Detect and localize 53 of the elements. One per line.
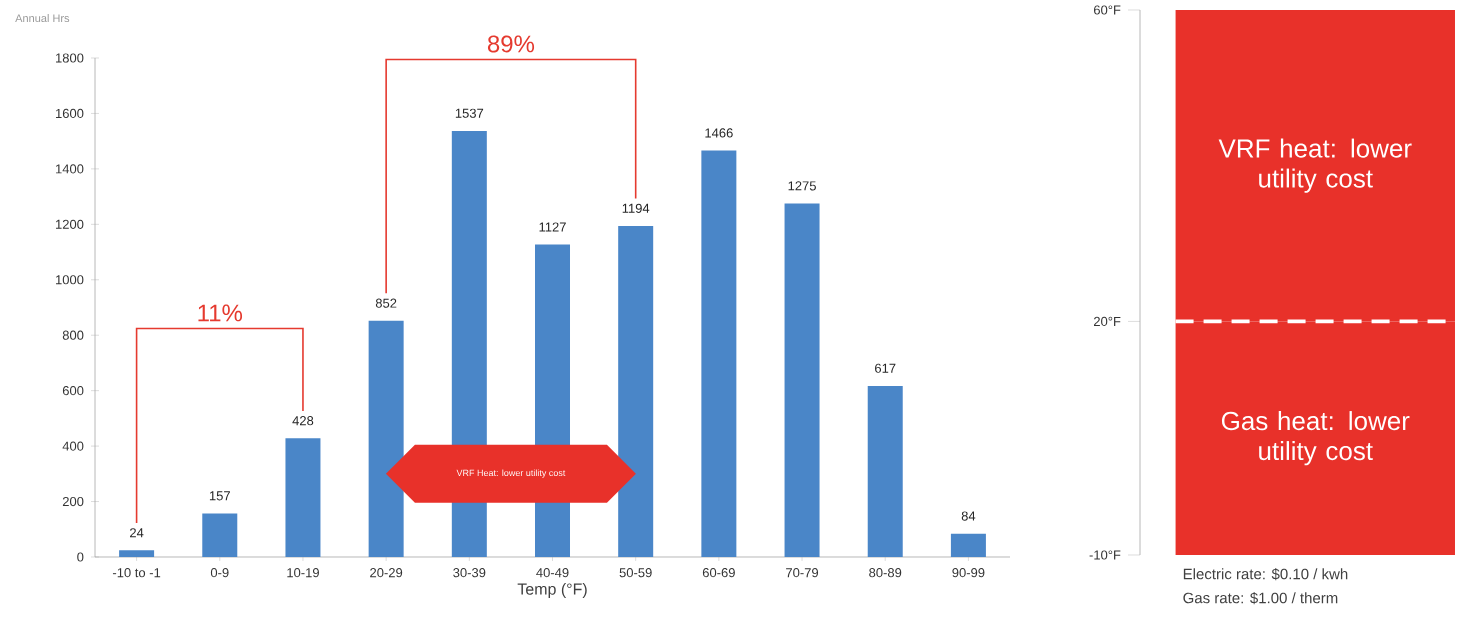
bar [285,438,321,557]
series-label: VRF heat: lower utility cost [1218,138,1412,193]
data-label: 1466 [705,128,733,138]
data-label: 852 [375,298,397,308]
y-tick-label: 20°F [1094,316,1121,327]
y-tick-label: 60°F [1094,5,1121,15]
bar [119,550,155,557]
y-tick-label: 1200 [56,219,84,229]
y-tick-label: -10°F [1089,550,1121,560]
y-tick-label: 1400 [56,164,84,174]
annotation: VRF Heat: lower utility cost [456,469,566,478]
y-tick-label: 400 [62,441,84,451]
text: Electric rate: $0.10 / kwh [1183,568,1348,581]
x-tick-label: 0-9 [210,568,229,578]
data-label: 157 [209,491,230,501]
data-label: 1275 [788,181,816,191]
x-tick-label: 40-49 [536,568,569,578]
bar [950,533,986,557]
data-label: 1194 [622,203,650,213]
bar [867,385,903,557]
y-tick-label: 600 [62,386,84,396]
x-tick-label: -10 to -1 [112,568,161,578]
bar [784,203,820,557]
x-tick-label: 60-69 [702,568,735,578]
data-label: 1127 [539,222,566,232]
text: 89% [487,35,535,53]
bar [618,225,654,557]
annotation: 11% [198,304,243,322]
text: Gas rate: $1.00 / therm [1183,592,1338,605]
x-tick-label: 30-39 [453,568,486,578]
x-tick-label: 70-79 [786,568,819,578]
y-axis-title: Annual Hrs [15,14,70,23]
data-label: 1537 [455,108,484,118]
bar [368,320,404,557]
y-tick-label: 800 [62,330,84,340]
bar [202,513,238,557]
x-tick-label: 80-89 [869,568,902,578]
data-label: 428 [292,416,314,426]
x-tick-label: 20-29 [370,568,403,578]
bar [701,150,737,557]
y-tick-label: 1000 [56,275,84,285]
data-label: 84 [961,511,976,521]
y-tick-label: 200 [62,496,84,507]
x-axis-title: Temp (°F) [517,582,587,598]
x-tick-label: 10-19 [287,568,319,578]
data-label: 617 [875,363,896,373]
y-tick-label: 1600 [56,108,84,119]
data-label: 24 [130,528,144,538]
x-tick-label: 90-99 [952,568,985,578]
y-tick-label: 1800 [56,53,84,63]
y-tick-label: 0 [77,552,84,562]
x-tick-label: 50-59 [619,568,652,578]
series-label: Gas heat: lower utility cost [1221,411,1410,466]
